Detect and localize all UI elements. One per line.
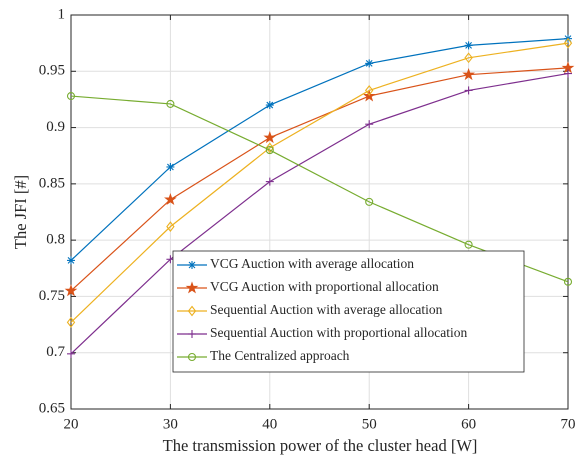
y-tick-label: 0.65 [39,400,65,416]
marker [67,256,75,265]
marker [462,67,475,81]
marker [464,86,473,95]
plot-frame [70,14,569,410]
marker [464,41,473,50]
marker [265,177,274,186]
legend-label: VCG Auction with average allocation [210,256,414,271]
marker [564,69,572,78]
marker [263,131,277,144]
marker [166,162,175,171]
marker [185,281,199,294]
marker-shape [464,240,473,249]
marker [365,120,374,129]
marker [166,221,175,233]
series-line [70,38,569,261]
marker [67,349,75,358]
marker-stroke [188,261,196,269]
y-axis-label: The JFI [#] [11,175,30,249]
marker [563,277,573,286]
marker-stroke [465,42,472,49]
marker-shape [563,37,573,49]
marker-shape [462,67,475,81]
marker [187,352,197,362]
marker [64,284,78,297]
marker [265,101,274,110]
marker-shape [66,92,76,101]
legend-label: VCG Auction with proportional allocation [210,279,439,294]
x-tick-label: 60 [461,416,476,432]
marker-shape [265,142,274,154]
marker [265,146,274,155]
y-tick-label: 0.7 [46,344,65,360]
marker-shape [263,131,277,144]
marker [66,316,76,328]
marker [464,52,473,64]
marker [188,330,196,338]
legend: VCG Auction with average allocation VCG A… [172,250,525,373]
x-axis-label: The transmission power of the cluster he… [163,436,478,455]
marker [164,192,177,206]
marker-shape [166,99,175,108]
marker-shape [64,284,78,297]
marker [365,197,374,206]
y-tick-label: 0.85 [39,175,65,191]
y-tick-label: 0.95 [39,63,65,79]
marker-shape [265,146,274,155]
marker-stroke [67,257,75,264]
x-tick-label: 50 [362,416,377,432]
marker [464,240,473,249]
y-tick-label: 0.75 [39,288,65,304]
marker-stroke [266,101,274,109]
marker [66,92,76,101]
y-tick-label: 0.9 [46,119,65,135]
marker-shape [365,197,374,206]
legend-label: Sequential Auction with proportional all… [210,325,467,340]
marker [166,99,175,108]
legend-label: The Centralized approach [210,348,350,363]
marker-shape [185,281,199,294]
legend-label: Sequential Auction with average allocati… [210,302,443,317]
x-tick-label: 70 [561,416,576,432]
x-tick-label: 30 [163,416,178,432]
marker-stroke [167,163,174,171]
y-tick-label: 1 [58,6,66,22]
marker-shape [187,305,197,317]
series-line [70,42,569,323]
marker-stroke [365,60,373,67]
marker [188,261,196,269]
marker-shape [166,221,175,233]
x-tick-label: 20 [64,416,79,432]
legend-box [172,250,525,373]
marker-shape [164,192,177,206]
marker [563,37,573,49]
y-tick-label: 0.8 [46,232,65,248]
marker-shape [365,85,374,96]
series-line [70,67,569,292]
marker-shape [464,52,473,64]
marker [187,305,197,317]
marker [365,59,374,68]
marker-shape [66,316,76,328]
marker-shape [563,277,573,286]
x-tick-label: 40 [262,416,277,432]
marker-shape [187,352,197,362]
series-line [70,72,569,355]
marker [265,142,274,154]
marker [365,85,374,96]
